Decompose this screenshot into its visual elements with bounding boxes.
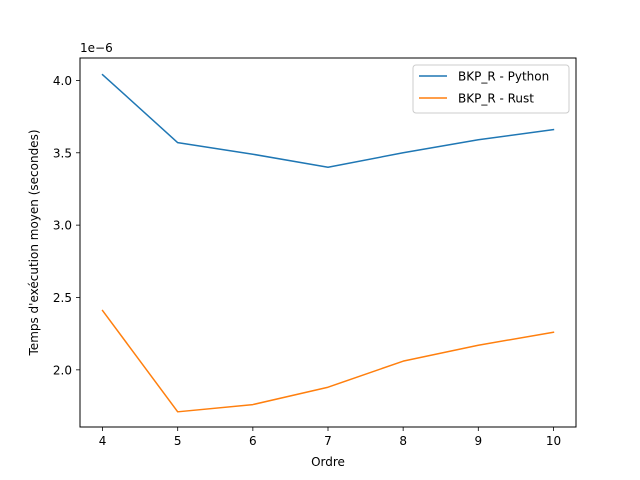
x-tick-label: 8 [399, 434, 407, 448]
y-tick-label: 2.5 [53, 291, 72, 305]
x-tick-label: 5 [174, 434, 182, 448]
legend-box [412, 64, 570, 114]
y-offset-label: 1e−6 [80, 41, 113, 55]
x-axis-ticks: 4 5 6 7 8 9 10 [99, 427, 561, 448]
x-tick-label: 10 [546, 434, 561, 448]
y-tick-label: 2.0 [53, 363, 72, 377]
series-line-rust [101, 309, 555, 413]
legend-rust-label: BKP_R - Rust [458, 92, 534, 106]
legend-python-label: BKP_R - Python [458, 70, 549, 84]
y-axis-label: Temps d'exécution moyen (secondes) [27, 130, 41, 357]
y-tick-label: 3.0 [53, 219, 72, 233]
x-tick-label: 7 [324, 434, 332, 448]
series-layer [101, 73, 555, 413]
x-axis-label: Ordre [311, 455, 345, 469]
x-tick-label: 9 [474, 434, 482, 448]
y-tick-label: 4.0 [53, 74, 72, 88]
legend: BKP_R - Python BKP_R - Rust [412, 64, 570, 114]
y-tick-label: 3.5 [53, 146, 72, 160]
x-tick-label: 4 [99, 434, 107, 448]
series-line-python [101, 73, 555, 168]
y-axis-ticks: 2.0 2.5 3.0 3.5 4.0 [53, 74, 80, 377]
x-tick-label: 6 [249, 434, 257, 448]
